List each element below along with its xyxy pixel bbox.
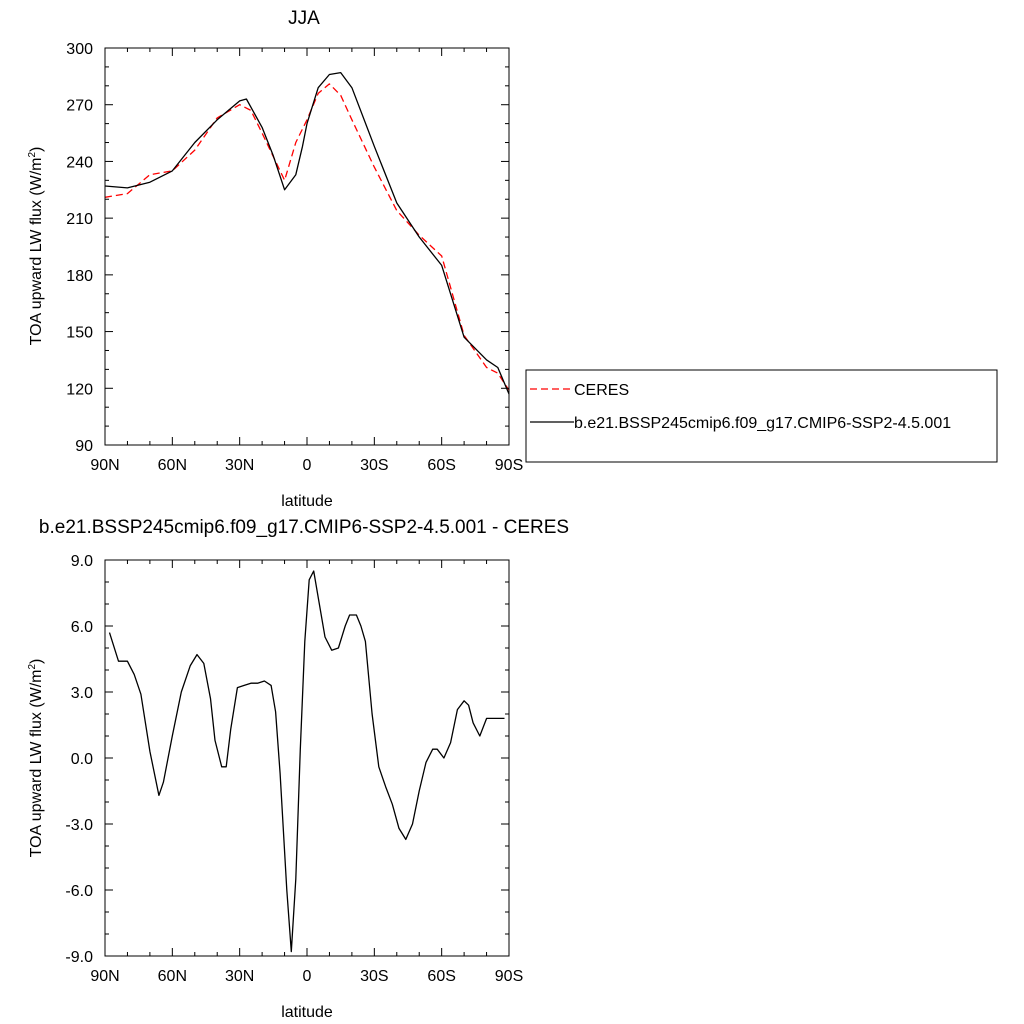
bottom-x-tick-label: 30S	[360, 968, 388, 985]
bottom-y-tick-label: 0.0	[71, 751, 93, 768]
top-panel: JJA 90N 60N 30N 0 30S 60S 90S 90 120 150 180 210 24…	[27, 8, 523, 510]
bottom-y-tick-label: 6.0	[71, 619, 93, 636]
top-tick-marks	[104, 47, 510, 446]
top-y-axis-label-close: )	[28, 147, 45, 152]
top-y-axis-label-main: TOA upward LW flux (W/m	[28, 158, 45, 346]
bottom-chart-title: b.e21.BSSP245cmip6.f09_g17.CMIP6-SSP2-4.…	[39, 517, 569, 538]
bottom-y-axis-label: TOA upward LW flux (W/m2)	[27, 659, 45, 858]
bottom-y-axis-label-main: TOA upward LW flux (W/m	[28, 670, 45, 858]
bottom-series-lines	[108, 570, 505, 953]
top-plot-frame	[104, 47, 510, 446]
bottom-y-axis-label-sup: 2	[27, 664, 38, 670]
bottom-x-axis-label: latitude	[281, 1004, 333, 1021]
bottom-x-tick-label: 60S	[427, 968, 455, 985]
top-x-tick-labels: 90N 60N 30N 0 30S 60S 90S	[90, 457, 523, 474]
bottom-y-axis-label-close: )	[28, 659, 45, 664]
bottom-y-tick-label: 9.0	[71, 553, 93, 570]
bottom-x-tick-labels: 90N 60N 30N 0 30S 60S 90S	[90, 968, 523, 985]
top-y-tick-label: 150	[66, 325, 93, 342]
bottom-series-line-0	[108, 570, 505, 953]
top-x-tick-label: 30S	[360, 457, 388, 474]
bottom-tick-marks	[104, 559, 510, 957]
bottom-y-tick-label: -3.0	[65, 817, 93, 834]
legend-ceres-label: CERES	[574, 382, 629, 399]
top-series-line-1	[104, 71, 510, 395]
top-x-tick-label: 90S	[495, 457, 523, 474]
top-y-tick-label: 210	[66, 211, 93, 228]
bottom-x-tick-label: 0	[303, 968, 312, 985]
top-y-tick-label: 270	[66, 98, 93, 115]
top-x-axis-label: latitude	[281, 493, 333, 510]
bottom-x-tick-label: 90N	[90, 968, 119, 985]
top-y-axis-label: TOA upward LW flux (W/m2)	[27, 147, 45, 346]
top-x-tick-label: 60S	[427, 457, 455, 474]
bottom-x-tick-label: 90S	[495, 968, 523, 985]
bottom-y-tick-label: 3.0	[71, 685, 93, 702]
top-y-tick-label: 90	[75, 438, 93, 455]
legend-box	[525, 369, 998, 463]
top-y-tick-label: 300	[66, 41, 93, 58]
bottom-y-tick-labels: -9.0 -6.0 -3.0 0.0 3.0 6.0 9.0	[65, 553, 93, 966]
top-series-lines	[104, 71, 510, 395]
top-series-line-0	[104, 83, 510, 391]
top-y-tick-label: 120	[66, 381, 93, 398]
bottom-panel: b.e21.BSSP245cmip6.f09_g17.CMIP6-SSP2-4.…	[27, 517, 569, 1021]
top-y-tick-label: 180	[66, 268, 93, 285]
bottom-y-tick-label: -6.0	[65, 883, 93, 900]
bottom-x-tick-label: 60N	[158, 968, 187, 985]
top-x-tick-label: 60N	[158, 457, 187, 474]
top-y-tick-label: 240	[66, 154, 93, 171]
top-x-tick-label: 30N	[225, 457, 254, 474]
top-y-tick-labels: 90 120 150 180 210 240 270 300	[66, 41, 93, 455]
top-x-tick-label: 90N	[90, 457, 119, 474]
top-y-axis-label-sup: 2	[27, 152, 38, 158]
legend: CERES b.e21.BSSP245cmip6.f09_g17.CMIP6-S…	[525, 369, 998, 463]
legend-model-label: b.e21.BSSP245cmip6.f09_g17.CMIP6-SSP2-4.…	[574, 415, 951, 432]
top-x-tick-label: 0	[303, 457, 312, 474]
bottom-x-tick-label: 30N	[225, 968, 254, 985]
bottom-y-tick-label: -9.0	[65, 949, 93, 966]
top-chart-title: JJA	[288, 8, 320, 29]
